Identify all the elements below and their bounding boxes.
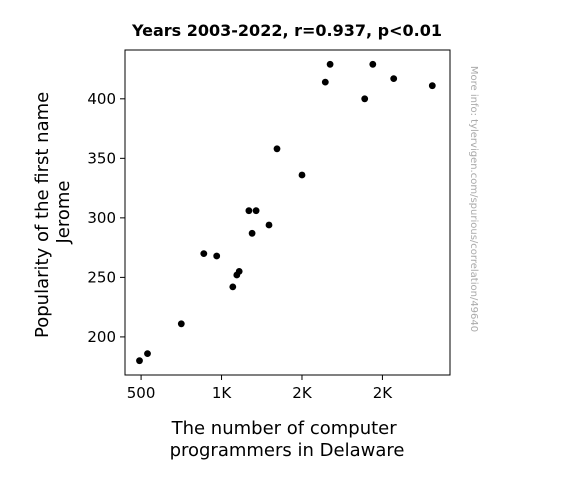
data-point-15 bbox=[321, 78, 329, 86]
data-point-6 bbox=[229, 283, 237, 291]
y-axis-ticks: 200 250 300 350 400 bbox=[87, 90, 125, 346]
data-point-9 bbox=[245, 207, 253, 215]
x-tick-label-1: 500 bbox=[127, 384, 156, 402]
y-tick-label-1: 200 bbox=[87, 328, 116, 346]
data-point-20 bbox=[428, 82, 436, 90]
data-point-10 bbox=[248, 229, 256, 237]
data-points bbox=[136, 60, 436, 365]
y-axis-label-line-1: Popularity of the first name bbox=[32, 92, 53, 338]
data-point-2 bbox=[144, 350, 151, 357]
data-point-1 bbox=[136, 357, 143, 365]
y-tick-label-4: 350 bbox=[87, 149, 116, 167]
data-point-17 bbox=[361, 95, 369, 103]
data-point-8 bbox=[235, 268, 243, 275]
x-axis-label: The number of computer programmers in De… bbox=[170, 418, 405, 461]
data-point-18 bbox=[369, 60, 377, 68]
x-tick-label-3: 2K bbox=[292, 384, 313, 402]
x-tick-label-4: 2K bbox=[373, 384, 394, 402]
y-tick-label-5: 400 bbox=[87, 90, 116, 108]
data-point-5 bbox=[213, 252, 221, 260]
y-axis-label-line-2: Jerome bbox=[53, 180, 74, 244]
data-point-12 bbox=[265, 221, 273, 229]
watermark-text: More info: tylervigen.com/spurious/corre… bbox=[468, 66, 479, 332]
x-axis-label-line-1: The number of computer bbox=[171, 418, 398, 439]
x-axis-ticks: 500 1K 2K 2K bbox=[127, 375, 394, 402]
data-point-3 bbox=[177, 320, 185, 328]
data-point-11 bbox=[252, 207, 260, 215]
x-axis-label-line-2: programmers in Delaware bbox=[170, 440, 405, 461]
chart-title: Years 2003-2022, r=0.937, p<0.01 bbox=[131, 21, 442, 40]
data-point-14 bbox=[298, 171, 306, 179]
x-tick-label-2: 1K bbox=[212, 384, 233, 402]
plot-area bbox=[124, 49, 451, 376]
data-point-16 bbox=[326, 60, 334, 68]
y-tick-label-3: 300 bbox=[87, 209, 116, 227]
data-point-4 bbox=[200, 250, 208, 257]
y-axis-label: Popularity of the first name Jerome bbox=[32, 86, 74, 338]
data-point-19 bbox=[390, 75, 398, 82]
y-tick-label-2: 250 bbox=[87, 268, 116, 286]
data-point-13 bbox=[273, 145, 281, 153]
